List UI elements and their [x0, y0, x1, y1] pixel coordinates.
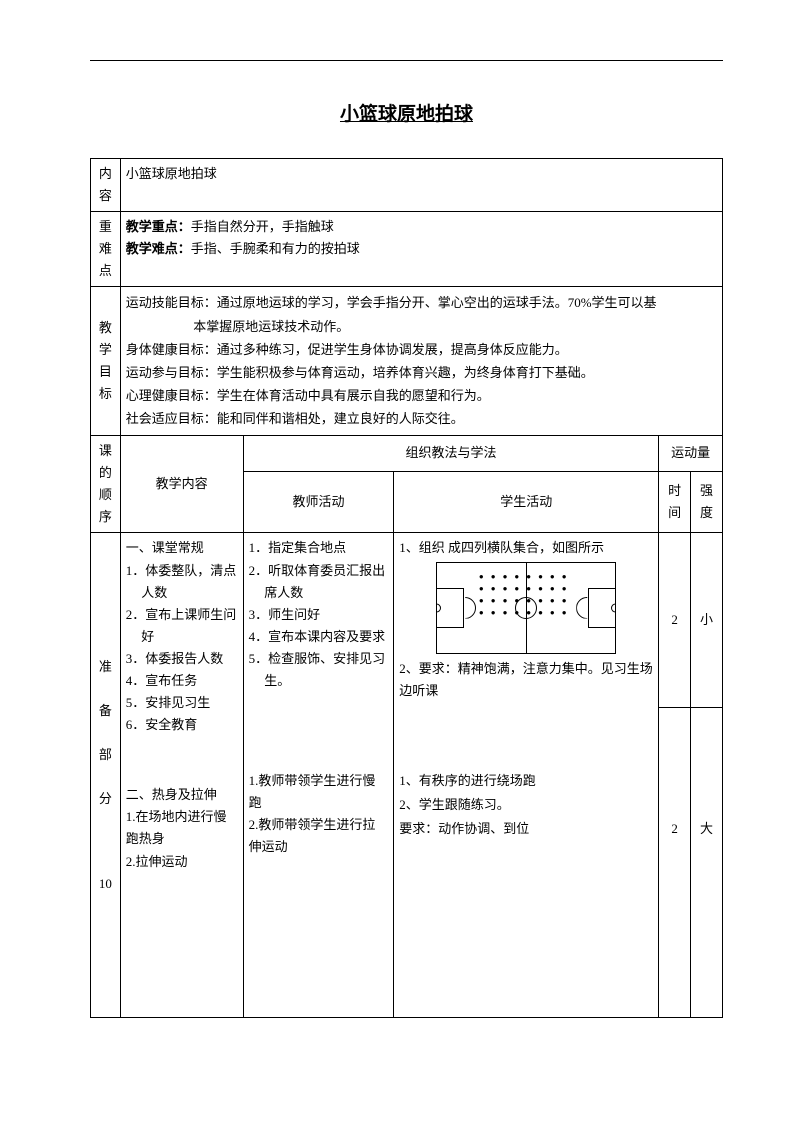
label-content: 内 容	[91, 159, 121, 212]
label-prep: 准 备 部 分 10	[91, 533, 121, 1018]
header-teacher: 教师活动	[243, 471, 394, 532]
row-prep-1: 准 备 部 分 10 一、课堂常规 1．体委整队，清点人数 2．宣布上课师生问好…	[91, 533, 723, 708]
label-keypoints: 重 难 点	[91, 212, 121, 287]
header-load: 运动量	[659, 436, 723, 472]
cell-prep-content: 一、课堂常规 1．体委整队，清点人数 2．宣布上课师生问好 3．体委报告人数 4…	[120, 533, 243, 1018]
page-title: 小篮球原地拍球	[90, 99, 723, 126]
cell-prep-student-2: 1、有秩序的进行绕场跑 2、学生跟随练习。 要求：动作协调、到位	[394, 708, 659, 1018]
row-goals: 教 学 目 标 运动技能目标：通过原地运球的学习，学会手指分开、掌心空出的运球手…	[91, 287, 723, 436]
row-header-1: 课 的 顺 序 教学内容 组织教法与学法 运动量	[91, 436, 723, 472]
header-intensity: 强 度	[691, 471, 723, 532]
cell-prep-student-1: 1、组织 成四列横队集合，如图所示 ●●●●●●●● ●●●●●●●● ●●●●…	[394, 533, 659, 708]
lesson-plan-table: 内 容 小篮球原地拍球 重 难 点 教学重点：手指自然分开，手指触球 教学难点：…	[90, 158, 723, 1018]
label-sequence: 课 的 顺 序	[91, 436, 121, 533]
header-teaching-content: 教学内容	[120, 436, 243, 533]
cell-content-value: 小篮球原地拍球	[120, 159, 722, 212]
row-content: 内 容 小篮球原地拍球	[91, 159, 723, 212]
row-keypoints: 重 难 点 教学重点：手指自然分开，手指触球 教学难点：手指、手腕柔和有力的按拍…	[91, 212, 723, 287]
cell-keypoints-value: 教学重点：手指自然分开，手指触球 教学难点：手指、手腕柔和有力的按拍球	[120, 212, 722, 287]
header-org-methods: 组织教法与学法	[243, 436, 659, 472]
court-diagram: ●●●●●●●● ●●●●●●●● ●●●●●●●● ●●●●●●●●	[436, 562, 616, 654]
cell-time-1: 2	[659, 533, 691, 708]
header-time: 时 间	[659, 471, 691, 532]
header-student: 学生活动	[394, 471, 659, 532]
cell-intensity-1: 小	[691, 533, 723, 708]
label-goals: 教 学 目 标	[91, 287, 121, 436]
cell-goals-value: 运动技能目标：通过原地运球的学习，学会手指分开、掌心空出的运球手法。70%学生可…	[120, 287, 722, 436]
cell-intensity-2: 大	[691, 708, 723, 1018]
cell-time-2: 2	[659, 708, 691, 1018]
cell-prep-teacher: 1．指定集合地点 2．听取体育委员汇报出席人数 3．师生问好 4．宣布本课内容及…	[243, 533, 394, 1018]
horizontal-rule	[90, 60, 723, 61]
